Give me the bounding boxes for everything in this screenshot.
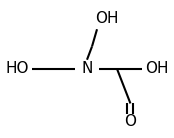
- Text: OH: OH: [95, 11, 119, 26]
- Text: HO: HO: [5, 62, 29, 76]
- Text: O: O: [124, 115, 136, 129]
- Text: OH: OH: [145, 62, 169, 76]
- Text: N: N: [81, 62, 93, 76]
